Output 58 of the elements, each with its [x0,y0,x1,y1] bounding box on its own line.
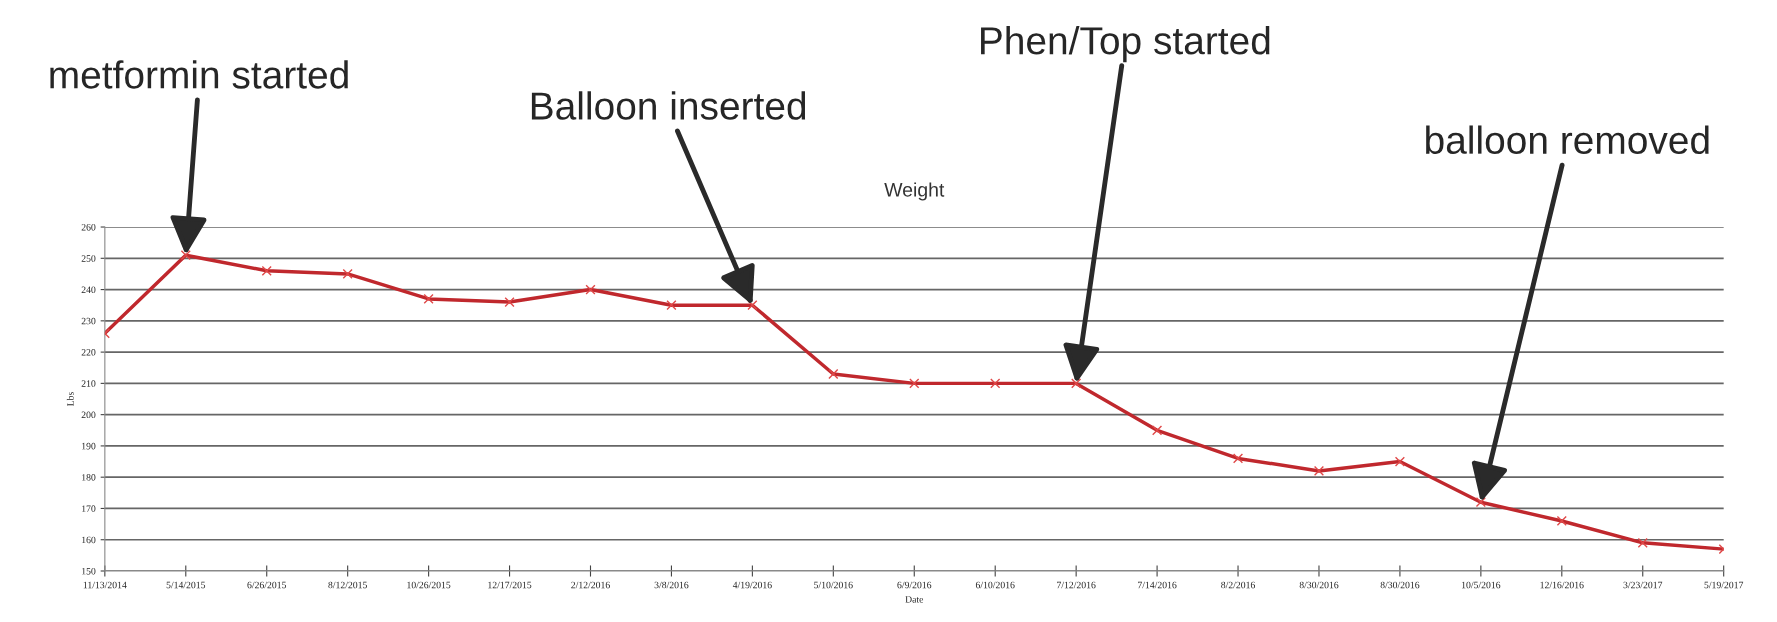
x-tick-label: 4/19/2016 [732,581,772,589]
x-tick-label: 5/14/2015 [166,581,206,589]
x-tick-label: 10/26/2015 [407,581,451,589]
y-tick-label: 250 [81,255,96,262]
point [1232,453,1244,464]
point [1556,515,1567,527]
x-tick-label: 3/8/2016 [654,581,689,589]
point [180,250,191,261]
y-tick-label: 150 [82,567,96,575]
x-tick-label: 7/14/2016 [1138,581,1177,589]
point [1071,378,1082,389]
y-tick-label: 180 [82,474,96,481]
point [585,284,596,295]
x-tick-label: 8/30/2016 [1380,581,1420,589]
y-tick-label: 240 [81,286,96,294]
point [261,265,272,276]
annotation: Balloon inserted [531,91,806,120]
point [1313,465,1325,477]
point [342,268,353,280]
chart-title: Weight [884,182,945,201]
point [1637,537,1648,548]
y-tick-label: 190 [82,442,96,450]
x-tick-label: 12/17/2015 [488,581,532,589]
x-axis-title: Date [905,596,924,603]
y-tick-label: 170 [82,505,96,512]
y-axis-title: Lbs [66,392,74,407]
x-tick-label: 8/30/2016 [1299,581,1339,589]
x-tick-label: 8/12/2015 [328,581,368,589]
x-tick-label: 6/26/2015 [247,581,287,589]
y-tick-label: 230 [81,317,96,325]
x-tick-label: 5/10/2016 [814,581,853,589]
x-tick-label: 7/12/2016 [1057,581,1096,589]
x-tick-label: 2/12/2016 [571,581,610,589]
annotation: balloon removed [1426,125,1709,155]
annotation: metformin started [50,60,348,89]
annotation: Phen/Top started [981,25,1270,63]
y-tick-label: 260 [81,223,96,231]
y-tick-label: 220 [81,349,96,356]
x-tick-label: 6/9/2016 [897,581,932,589]
point [504,296,515,308]
x-tick-label: 10/5/2016 [1462,581,1501,589]
y-tick-label: 210 [81,380,96,387]
y-tick-label: 160 [82,536,96,544]
point [1152,425,1163,436]
point [990,378,1001,389]
point [1394,456,1406,467]
point [909,378,920,389]
x-tick-label: 12/16/2016 [1540,581,1584,589]
x-tick-label: 8/2/2016 [1221,581,1256,589]
point [1475,497,1486,508]
x-tick-label: 3/23/2017 [1623,581,1663,589]
x-tick-label: 5/19/2017 [1704,581,1744,589]
x-tick-label: 11/13/2014 [83,581,127,589]
y-tick-label: 200 [81,411,96,419]
x-tick-label: 6/10/2016 [975,581,1015,589]
point [666,300,677,311]
point [828,368,839,380]
point [423,293,434,305]
